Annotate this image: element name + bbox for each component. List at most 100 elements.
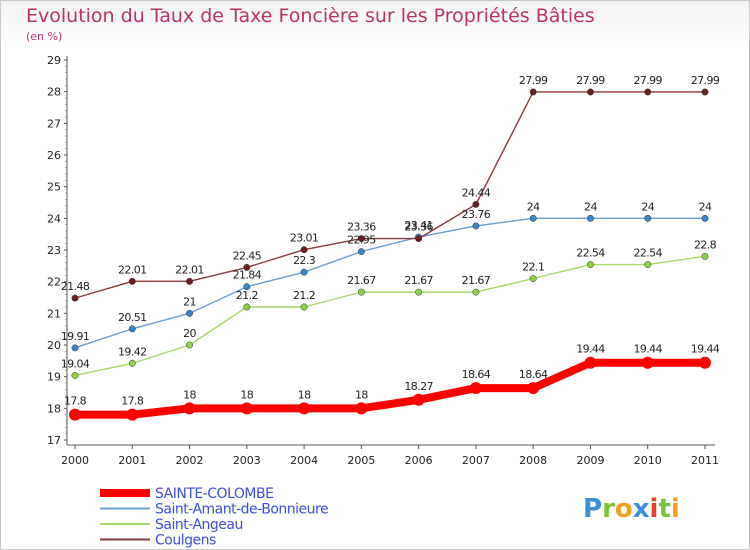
series-1 <box>71 214 709 352</box>
data-point <box>357 235 365 243</box>
data-point <box>587 88 594 96</box>
data-point <box>469 382 482 395</box>
data-label: 23.01 <box>290 232 319 245</box>
x-tick-label: 2007 <box>462 454 490 467</box>
data-label: 23.36 <box>404 221 433 234</box>
data-label: 19.42 <box>118 345 147 358</box>
data-label: 19.44 <box>576 343 605 356</box>
data-label: 22.1 <box>522 261 544 274</box>
data-point <box>415 288 423 296</box>
x-tick-label: 2004 <box>290 454 318 467</box>
data-label: 18.64 <box>462 368 491 381</box>
data-label: 23.41 <box>404 219 433 232</box>
y-tick-label: 18 <box>47 402 61 415</box>
data-label: 22.01 <box>118 263 147 276</box>
data-label: 22.45 <box>233 249 262 262</box>
data-point <box>701 252 709 260</box>
data-label: 19.04 <box>61 357 90 370</box>
x-tick-label: 2006 <box>405 454 433 467</box>
data-point <box>529 88 537 96</box>
x-tick-label: 2000 <box>61 454 89 467</box>
data-label: 22.8 <box>694 238 717 251</box>
data-point <box>183 402 196 415</box>
data-point <box>644 214 652 222</box>
data-label: 21.2 <box>236 289 258 302</box>
data-label: 19.44 <box>633 343 662 356</box>
data-label: 22.54 <box>576 247 605 260</box>
data-label: 19.91 <box>61 330 90 343</box>
logo-letter: r <box>602 494 615 524</box>
logo-letter: t <box>658 494 670 524</box>
proxiti-logo: Proxiti <box>583 494 680 524</box>
y-tick-label: 20 <box>47 339 61 352</box>
y-tick-label: 27 <box>47 117 61 130</box>
data-label: 18 <box>240 388 253 401</box>
data-point <box>71 371 79 379</box>
data-label: 27.99 <box>691 74 720 87</box>
y-tick-label: 28 <box>47 86 61 99</box>
y-tick-label: 22 <box>47 276 61 289</box>
series-0 <box>69 356 711 421</box>
logo-letter: o <box>615 494 633 524</box>
data-label: 20 <box>183 327 196 340</box>
data-point <box>71 344 79 352</box>
y-tick-label: 19 <box>47 371 61 384</box>
series-line <box>74 91 706 299</box>
y-tick-label: 17 <box>47 434 61 447</box>
logo-text: Proxiti <box>583 494 680 524</box>
series-line <box>71 358 709 419</box>
data-point <box>355 402 368 415</box>
data-label: 24 <box>641 200 654 213</box>
data-point <box>128 277 136 285</box>
data-point <box>529 275 537 282</box>
axes: 17 18 19 20 21 22 23 24 25 26 27 28 29 2000 2001 2002 20… <box>47 54 719 467</box>
x-tick-label: 2002 <box>176 454 204 467</box>
data-point <box>527 382 540 395</box>
legend-label: SAINTE-COLOMBE <box>155 486 273 502</box>
data-point <box>243 303 251 311</box>
logo-letter: P <box>583 494 602 524</box>
data-point <box>644 261 652 269</box>
logo-letter: i <box>671 494 680 524</box>
data-label: 18.27 <box>404 380 433 393</box>
data-label: 24.44 <box>462 186 491 199</box>
legend-label: Saint-Amant-de-Bonnieure <box>155 502 328 518</box>
data-point <box>300 268 308 276</box>
data-label: 21.67 <box>404 274 433 287</box>
legend-label: Saint-Angeau <box>155 517 243 533</box>
x-tick-label: 2011 <box>691 454 719 467</box>
data-label: 24 <box>584 200 597 213</box>
series-line <box>74 255 706 377</box>
y-tick-label: 24 <box>47 212 61 225</box>
data-label: 22.95 <box>347 234 376 247</box>
series-3 <box>71 88 709 302</box>
chart-subtitle: (en %) <box>26 30 62 43</box>
data-label: 27.99 <box>576 74 605 87</box>
x-tick-label: 2009 <box>576 454 604 467</box>
legend: SAINTE-COLOMBESaint-Amant-de-BonnieureSa… <box>100 486 329 549</box>
data-point <box>587 261 594 269</box>
series-line <box>74 217 706 349</box>
data-point <box>587 214 594 222</box>
data-label: 18.64 <box>519 368 548 381</box>
data-label: 22.3 <box>293 254 316 267</box>
data-point <box>415 235 423 243</box>
data-label: 27.99 <box>519 74 548 87</box>
data-label: 27.99 <box>633 74 662 87</box>
data-point <box>584 356 597 369</box>
series-layer <box>69 88 711 421</box>
data-point <box>412 393 425 406</box>
x-tick-label: 2005 <box>347 454 375 467</box>
data-label: 21.48 <box>61 280 90 293</box>
y-tick-label: 26 <box>47 149 61 162</box>
y-tick-label: 23 <box>47 244 61 257</box>
legend-label: Coulgens <box>155 533 216 549</box>
data-point <box>186 341 193 349</box>
data-point <box>641 356 654 369</box>
data-label: 21.84 <box>233 269 262 282</box>
x-tick-label: 2001 <box>118 454 146 467</box>
data-label: 21.67 <box>347 274 376 287</box>
data-label: 18 <box>355 388 368 401</box>
data-label: 24 <box>699 200 712 213</box>
data-labels: 19.91 20.51 21 21.84 22.3 22.95 23.41 23.76 24 24… <box>61 74 721 408</box>
